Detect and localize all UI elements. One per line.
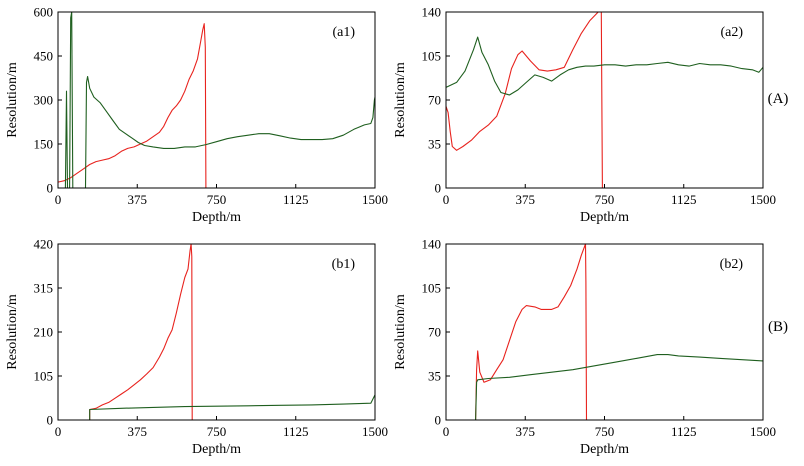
series-line-red-a2 bbox=[445, 11, 603, 189]
y-tick-label-a1: 450 bbox=[34, 49, 54, 64]
panel-label-a2: (a2) bbox=[720, 25, 743, 40]
panel-label-a1: (a1) bbox=[332, 25, 355, 40]
y-axis-title-b1: Resolution/m bbox=[5, 294, 20, 370]
x-tick-label-b1: 1500 bbox=[362, 424, 388, 439]
x-tick-label-b2: 375 bbox=[516, 424, 536, 439]
y-tick-label-b1: 105 bbox=[34, 369, 54, 384]
y-tick-label-a2: 140 bbox=[422, 5, 442, 20]
chart-panel-b2: 0 375 750 1125 1500 0 35 70 105 140 Depth/m Resolut… bbox=[393, 237, 776, 458]
y-axis-title-b2: Resolution/m bbox=[393, 294, 408, 370]
panel-label-b2: (b2) bbox=[720, 257, 744, 272]
y-tick-label-a1: 0 bbox=[47, 181, 54, 196]
x-tick-label-a2: 375 bbox=[516, 192, 536, 207]
chart-panel-b1: 0 375 750 1125 1500 0 105 210 315 420 Depth/m Resol… bbox=[5, 237, 388, 458]
y-tick-label-a2: 35 bbox=[428, 137, 441, 152]
x-tick-label-b2: 750 bbox=[595, 424, 615, 439]
y-tick-label-b1: 420 bbox=[34, 237, 54, 252]
y-tick-label-b2: 35 bbox=[428, 369, 441, 384]
series-line-green-b2 bbox=[475, 354, 764, 421]
x-tick-label-b1: 1125 bbox=[283, 424, 309, 439]
series-line-green-a2 bbox=[445, 36, 764, 96]
x-tick-label-b1: 750 bbox=[207, 424, 227, 439]
y-tick-label-a1: 300 bbox=[34, 93, 54, 108]
x-tick-label-a1: 1125 bbox=[283, 192, 309, 207]
y-tick-label-b2: 70 bbox=[428, 325, 441, 340]
x-tick-label-a1: 375 bbox=[128, 192, 148, 207]
x-tick-label-a1: 0 bbox=[55, 192, 62, 207]
x-axis-title-b2: Depth/m bbox=[580, 442, 629, 457]
y-tick-label-a2: 70 bbox=[428, 93, 441, 108]
panels-layer: 0 375 750 1125 1500 0 150 300 450 600 Depth/m Resol… bbox=[5, 5, 776, 458]
y-tick-label-a1: 150 bbox=[34, 137, 54, 152]
series-line-green-b1 bbox=[89, 394, 376, 420]
x-axis-title-a1: Depth/m bbox=[192, 210, 241, 225]
series-line-green-a1 bbox=[64, 11, 376, 189]
y-tick-label-a2: 105 bbox=[422, 49, 442, 64]
x-tick-label-a1: 750 bbox=[207, 192, 227, 207]
x-tick-label-a2: 1500 bbox=[750, 192, 776, 207]
x-tick-label-b2: 1125 bbox=[671, 424, 697, 439]
y-tick-label-b2: 105 bbox=[422, 281, 442, 296]
x-tick-label-a1: 1500 bbox=[362, 192, 388, 207]
x-axis-title-a2: Depth/m bbox=[580, 210, 629, 225]
x-tick-label-a2: 0 bbox=[443, 192, 450, 207]
series-line-red-a1 bbox=[57, 23, 207, 189]
y-tick-label-b2: 140 bbox=[422, 237, 442, 252]
y-tick-label-b2: 0 bbox=[435, 413, 442, 428]
y-axis-title-a2: Resolution/m bbox=[393, 62, 408, 138]
x-tick-label-b2: 0 bbox=[443, 424, 450, 439]
panel-label-b1: (b1) bbox=[332, 257, 356, 272]
chart-panel-a2: 0 375 750 1125 1500 0 35 70 105 140 Depth/m Resolut… bbox=[393, 5, 776, 226]
y-tick-label-a2: 0 bbox=[435, 181, 442, 196]
x-tick-label-b1: 0 bbox=[55, 424, 62, 439]
x-tick-label-a2: 1125 bbox=[671, 192, 697, 207]
y-tick-label-a1: 600 bbox=[34, 5, 54, 20]
x-axis-title-b1: Depth/m bbox=[192, 442, 241, 457]
group-label-a: (A) bbox=[768, 91, 789, 107]
y-tick-label-b1: 0 bbox=[47, 413, 54, 428]
x-tick-label-b1: 375 bbox=[128, 424, 148, 439]
y-axis-title-a1: Resolution/m bbox=[5, 62, 20, 138]
y-tick-label-b1: 315 bbox=[34, 281, 54, 296]
chart-panel-a1: 0 375 750 1125 1500 0 150 300 450 600 Depth/m Resol… bbox=[5, 5, 388, 226]
group-label-b: (B) bbox=[768, 319, 788, 335]
x-tick-label-a2: 750 bbox=[595, 192, 615, 207]
x-tick-label-b2: 1500 bbox=[750, 424, 776, 439]
series-line-red-b1 bbox=[89, 243, 193, 421]
y-tick-label-b1: 210 bbox=[34, 325, 54, 340]
